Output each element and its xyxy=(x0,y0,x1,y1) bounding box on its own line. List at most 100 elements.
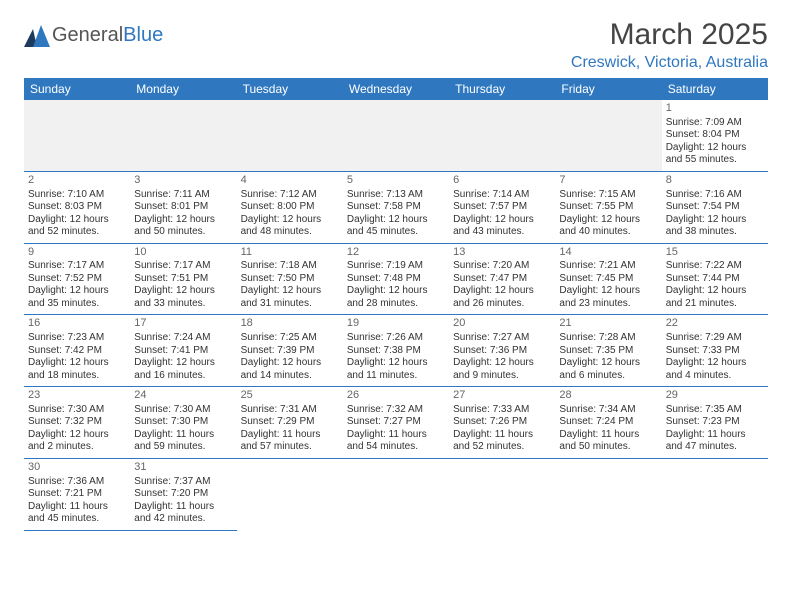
calendar-cell xyxy=(24,100,130,171)
day-number: 5 xyxy=(347,174,445,188)
day-details: Sunrise: 7:14 AMSunset: 7:57 PMDaylight:… xyxy=(453,189,551,239)
weekday-header: Wednesday xyxy=(343,78,449,100)
day-details: Sunrise: 7:22 AMSunset: 7:44 PMDaylight:… xyxy=(666,260,764,310)
calendar-cell: 2Sunrise: 7:10 AMSunset: 8:03 PMDaylight… xyxy=(24,171,130,243)
calendar-cell: 21Sunrise: 7:28 AMSunset: 7:35 PMDayligh… xyxy=(555,315,661,387)
day-number: 22 xyxy=(666,317,764,331)
day-number: 15 xyxy=(666,246,764,260)
brand-logo: GeneralBlue xyxy=(24,24,163,47)
day-number: 26 xyxy=(347,389,445,403)
calendar-cell: 30Sunrise: 7:36 AMSunset: 7:21 PMDayligh… xyxy=(24,458,130,530)
day-number: 4 xyxy=(241,174,339,188)
day-details: Sunrise: 7:27 AMSunset: 7:36 PMDaylight:… xyxy=(453,332,551,382)
day-number: 17 xyxy=(134,317,232,331)
day-number: 29 xyxy=(666,389,764,403)
day-number: 25 xyxy=(241,389,339,403)
day-number: 20 xyxy=(453,317,551,331)
day-number: 27 xyxy=(453,389,551,403)
calendar-cell: 6Sunrise: 7:14 AMSunset: 7:57 PMDaylight… xyxy=(449,171,555,243)
day-number: 8 xyxy=(666,174,764,188)
day-details: Sunrise: 7:24 AMSunset: 7:41 PMDaylight:… xyxy=(134,332,232,382)
day-details: Sunrise: 7:21 AMSunset: 7:45 PMDaylight:… xyxy=(559,260,657,310)
day-details: Sunrise: 7:35 AMSunset: 7:23 PMDaylight:… xyxy=(666,404,764,454)
calendar-cell: 22Sunrise: 7:29 AMSunset: 7:33 PMDayligh… xyxy=(662,315,768,387)
day-details: Sunrise: 7:29 AMSunset: 7:33 PMDaylight:… xyxy=(666,332,764,382)
day-number: 9 xyxy=(28,246,126,260)
day-details: Sunrise: 7:18 AMSunset: 7:50 PMDaylight:… xyxy=(241,260,339,310)
day-details: Sunrise: 7:20 AMSunset: 7:47 PMDaylight:… xyxy=(453,260,551,310)
calendar-cell: 15Sunrise: 7:22 AMSunset: 7:44 PMDayligh… xyxy=(662,243,768,315)
calendar-cell: 24Sunrise: 7:30 AMSunset: 7:30 PMDayligh… xyxy=(130,387,236,459)
day-details: Sunrise: 7:09 AMSunset: 8:04 PMDaylight:… xyxy=(666,117,764,167)
calendar-cell: 28Sunrise: 7:34 AMSunset: 7:24 PMDayligh… xyxy=(555,387,661,459)
calendar-cell: 17Sunrise: 7:24 AMSunset: 7:41 PMDayligh… xyxy=(130,315,236,387)
calendar-cell xyxy=(237,458,343,530)
calendar-cell: 11Sunrise: 7:18 AMSunset: 7:50 PMDayligh… xyxy=(237,243,343,315)
day-number: 24 xyxy=(134,389,232,403)
calendar-cell: 12Sunrise: 7:19 AMSunset: 7:48 PMDayligh… xyxy=(343,243,449,315)
day-details: Sunrise: 7:17 AMSunset: 7:51 PMDaylight:… xyxy=(134,260,232,310)
calendar-cell: 20Sunrise: 7:27 AMSunset: 7:36 PMDayligh… xyxy=(449,315,555,387)
day-number: 18 xyxy=(241,317,339,331)
calendar-cell: 26Sunrise: 7:32 AMSunset: 7:27 PMDayligh… xyxy=(343,387,449,459)
title-block: March 2025 Creswick, Victoria, Australia xyxy=(571,18,768,72)
day-details: Sunrise: 7:12 AMSunset: 8:00 PMDaylight:… xyxy=(241,189,339,239)
day-details: Sunrise: 7:32 AMSunset: 7:27 PMDaylight:… xyxy=(347,404,445,454)
header-bar: GeneralBlue March 2025 Creswick, Victori… xyxy=(24,18,768,72)
day-number: 30 xyxy=(28,461,126,475)
day-details: Sunrise: 7:36 AMSunset: 7:21 PMDaylight:… xyxy=(28,476,126,526)
location-text: Creswick, Victoria, Australia xyxy=(571,54,768,72)
day-details: Sunrise: 7:13 AMSunset: 7:58 PMDaylight:… xyxy=(347,189,445,239)
calendar-cell: 14Sunrise: 7:21 AMSunset: 7:45 PMDayligh… xyxy=(555,243,661,315)
calendar-cell xyxy=(555,100,661,171)
calendar-cell xyxy=(449,458,555,530)
day-details: Sunrise: 7:17 AMSunset: 7:52 PMDaylight:… xyxy=(28,260,126,310)
weekday-header: Friday xyxy=(555,78,661,100)
calendar-cell: 16Sunrise: 7:23 AMSunset: 7:42 PMDayligh… xyxy=(24,315,130,387)
day-details: Sunrise: 7:19 AMSunset: 7:48 PMDaylight:… xyxy=(347,260,445,310)
weekday-header: Thursday xyxy=(449,78,555,100)
day-number: 6 xyxy=(453,174,551,188)
calendar-cell xyxy=(449,100,555,171)
day-number: 3 xyxy=(134,174,232,188)
day-number: 31 xyxy=(134,461,232,475)
day-number: 28 xyxy=(559,389,657,403)
day-details: Sunrise: 7:25 AMSunset: 7:39 PMDaylight:… xyxy=(241,332,339,382)
day-number: 16 xyxy=(28,317,126,331)
calendar-cell: 5Sunrise: 7:13 AMSunset: 7:58 PMDaylight… xyxy=(343,171,449,243)
day-details: Sunrise: 7:15 AMSunset: 7:55 PMDaylight:… xyxy=(559,189,657,239)
calendar-cell: 31Sunrise: 7:37 AMSunset: 7:20 PMDayligh… xyxy=(130,458,236,530)
day-details: Sunrise: 7:10 AMSunset: 8:03 PMDaylight:… xyxy=(28,189,126,239)
day-details: Sunrise: 7:37 AMSunset: 7:20 PMDaylight:… xyxy=(134,476,232,526)
page-title: March 2025 xyxy=(571,18,768,52)
calendar-cell xyxy=(343,100,449,171)
calendar-cell xyxy=(662,458,768,530)
calendar-cell: 10Sunrise: 7:17 AMSunset: 7:51 PMDayligh… xyxy=(130,243,236,315)
brand-text-2: Blue xyxy=(123,24,163,47)
calendar-cell xyxy=(555,458,661,530)
calendar-cell: 18Sunrise: 7:25 AMSunset: 7:39 PMDayligh… xyxy=(237,315,343,387)
calendar-cell xyxy=(237,100,343,171)
weekday-header: Monday xyxy=(130,78,236,100)
day-number: 7 xyxy=(559,174,657,188)
day-details: Sunrise: 7:23 AMSunset: 7:42 PMDaylight:… xyxy=(28,332,126,382)
calendar-cell: 19Sunrise: 7:26 AMSunset: 7:38 PMDayligh… xyxy=(343,315,449,387)
calendar-cell: 4Sunrise: 7:12 AMSunset: 8:00 PMDaylight… xyxy=(237,171,343,243)
calendar-cell: 25Sunrise: 7:31 AMSunset: 7:29 PMDayligh… xyxy=(237,387,343,459)
day-number: 23 xyxy=(28,389,126,403)
calendar-cell: 1Sunrise: 7:09 AMSunset: 8:04 PMDaylight… xyxy=(662,100,768,171)
brand-text-1: General xyxy=(52,24,123,47)
calendar-cell xyxy=(343,458,449,530)
calendar-cell: 29Sunrise: 7:35 AMSunset: 7:23 PMDayligh… xyxy=(662,387,768,459)
day-number: 1 xyxy=(666,102,764,116)
calendar-cell xyxy=(130,100,236,171)
day-details: Sunrise: 7:11 AMSunset: 8:01 PMDaylight:… xyxy=(134,189,232,239)
calendar-table: SundayMondayTuesdayWednesdayThursdayFrid… xyxy=(24,78,768,531)
calendar-cell: 8Sunrise: 7:16 AMSunset: 7:54 PMDaylight… xyxy=(662,171,768,243)
calendar-cell: 13Sunrise: 7:20 AMSunset: 7:47 PMDayligh… xyxy=(449,243,555,315)
calendar-cell: 3Sunrise: 7:11 AMSunset: 8:01 PMDaylight… xyxy=(130,171,236,243)
day-details: Sunrise: 7:34 AMSunset: 7:24 PMDaylight:… xyxy=(559,404,657,454)
day-number: 10 xyxy=(134,246,232,260)
calendar-cell: 23Sunrise: 7:30 AMSunset: 7:32 PMDayligh… xyxy=(24,387,130,459)
day-details: Sunrise: 7:28 AMSunset: 7:35 PMDaylight:… xyxy=(559,332,657,382)
